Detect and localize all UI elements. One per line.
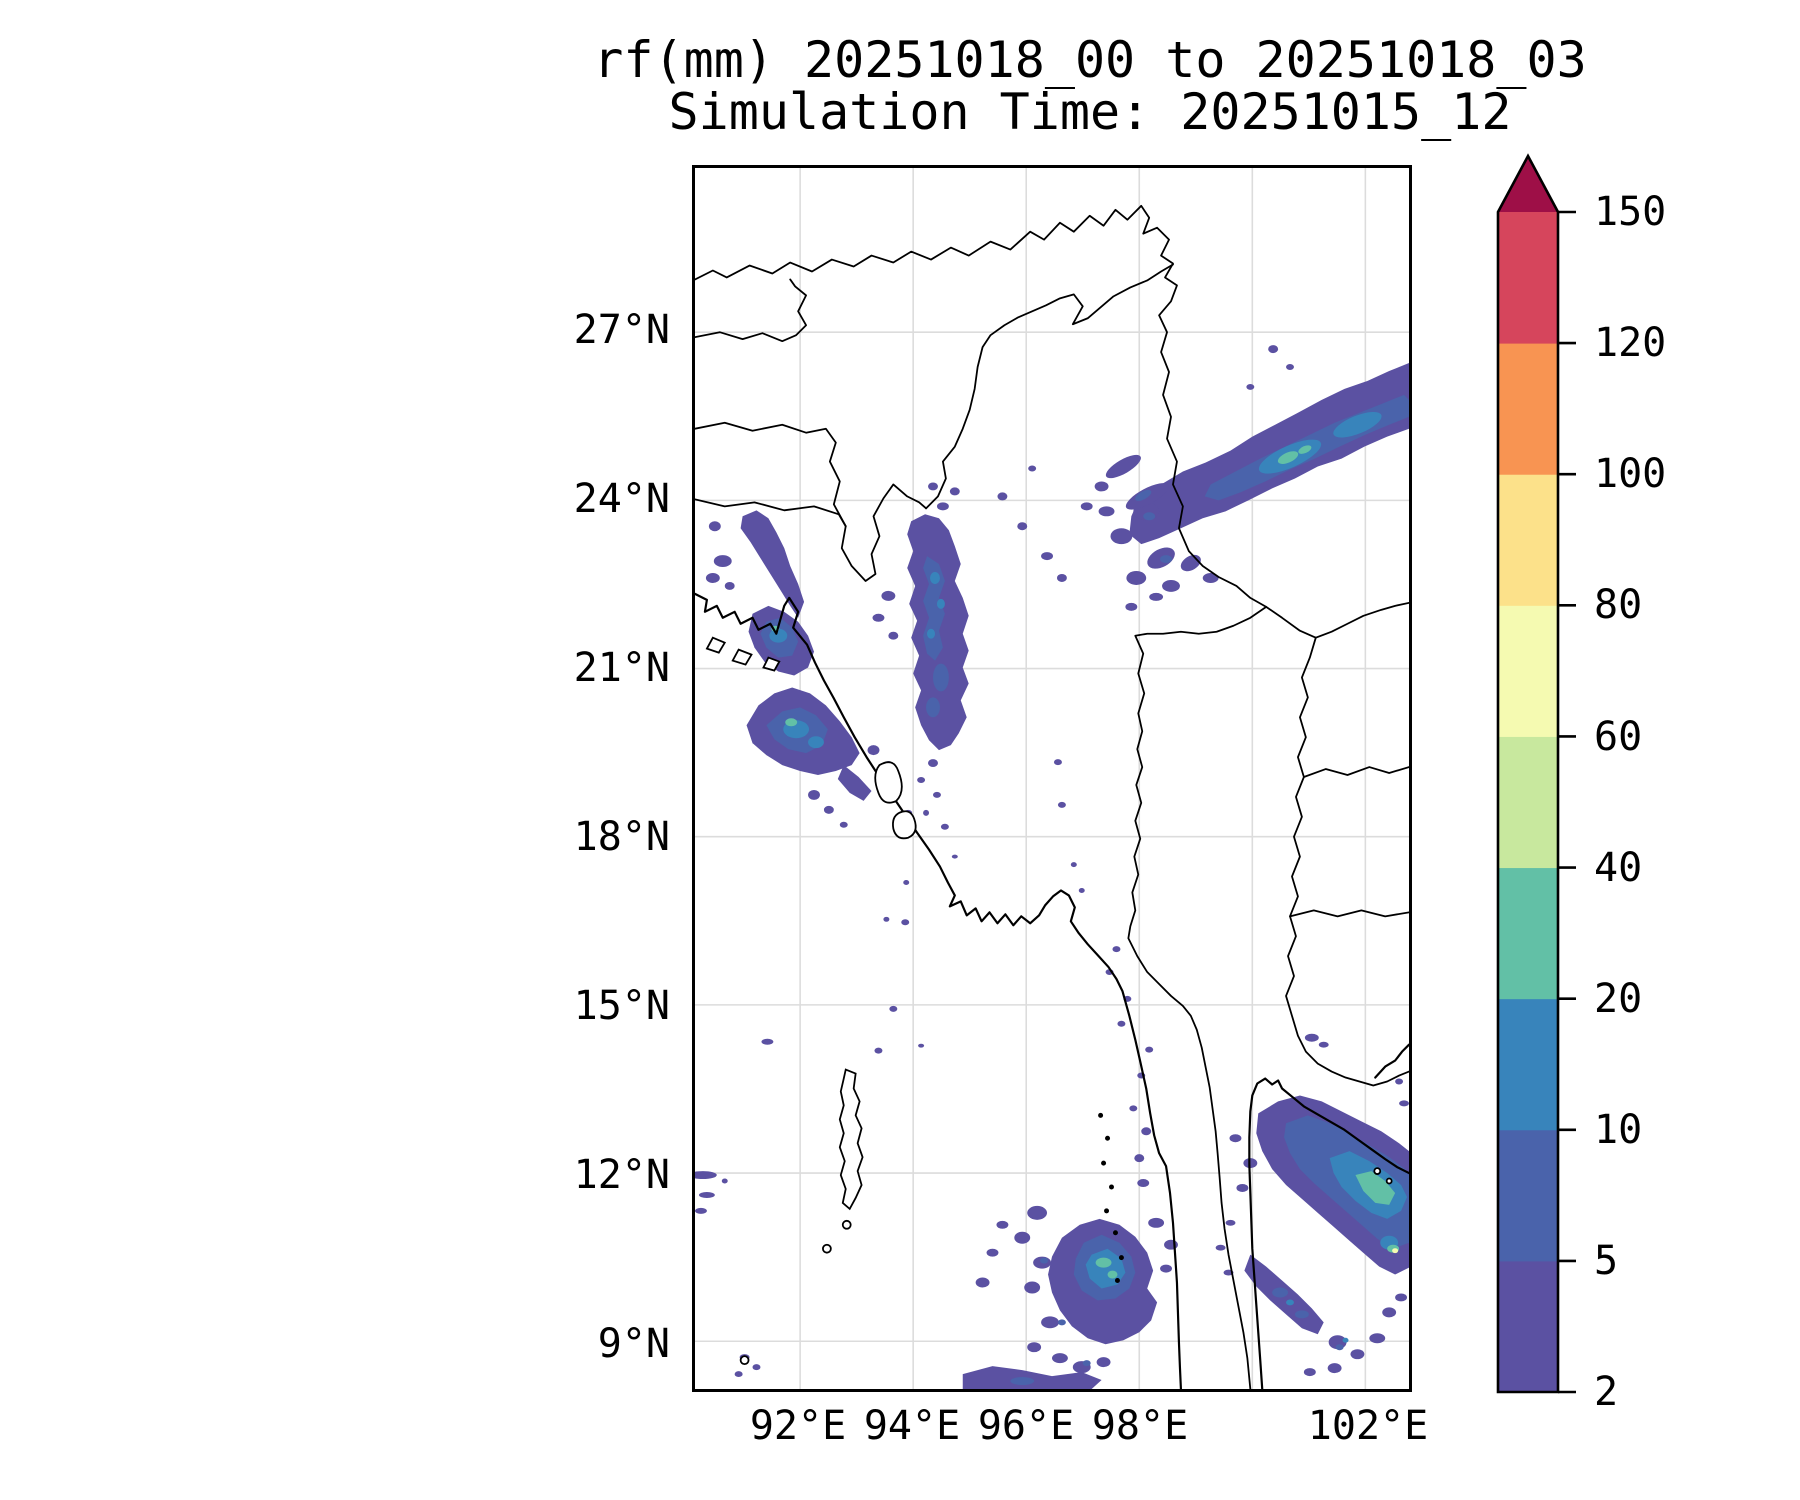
cb-label-2: 2: [1594, 1370, 1618, 1414]
ytick-24n: 24°N: [530, 477, 670, 521]
colorbar-segments: [1498, 212, 1558, 1393]
cb-label-40: 40: [1594, 846, 1642, 890]
ytick-27n: 27°N: [530, 308, 670, 352]
xtick-94e: 94°E: [864, 1404, 960, 1448]
mergui-islet: [1113, 1230, 1118, 1235]
cheduba-island: [893, 811, 916, 838]
ytick-12n: 12°N: [530, 1153, 670, 1197]
graticule-gridlines: [695, 168, 1409, 1389]
country-borders: [695, 206, 1409, 1389]
border-laos: [1286, 638, 1409, 1086]
mergui-islet: [1098, 1113, 1103, 1118]
rain-cluster-andaman-sea: [963, 946, 1178, 1389]
border-india-myanmar: [926, 265, 1173, 509]
rain-band-northeast: [997, 345, 1409, 611]
rain-cluster-gulf-se: [1216, 1034, 1409, 1376]
coast-cambodia-ne: [1375, 1045, 1409, 1078]
mergui-islet: [1104, 1208, 1109, 1213]
mergui-islet: [1115, 1278, 1120, 1283]
little-andaman: [843, 1221, 851, 1229]
xtick-102e: 102°E: [1308, 1404, 1428, 1448]
mergui-islet: [1109, 1185, 1114, 1190]
title-line-2: Simulation Time: 20251015_12: [593, 86, 1586, 138]
border-laos-vietnam: [1304, 767, 1409, 777]
ytick-21n: 21°N: [530, 646, 670, 690]
cb-label-60: 60: [1594, 715, 1642, 759]
ytick-15n: 15°N: [530, 984, 670, 1028]
xtick-92e: 92°E: [750, 1404, 846, 1448]
ko-islet: [1387, 1179, 1392, 1184]
xtick-98e: 98°E: [1092, 1404, 1188, 1448]
map-axes: [692, 165, 1412, 1392]
ytick-9n: 9°N: [530, 1322, 670, 1366]
border-laos-cambodia: [1290, 910, 1409, 916]
title-line-1: rf(mm) 20251018_00 to 20251018_03: [593, 34, 1586, 86]
delta-islet: [707, 638, 725, 653]
islet: [823, 1245, 831, 1253]
andaman-islands: [840, 1070, 863, 1209]
cb-label-100: 100: [1594, 452, 1666, 496]
delta-islet: [733, 650, 752, 665]
colorbar-tick-marks: [1558, 212, 1576, 1392]
cb-label-10: 10: [1594, 1108, 1642, 1152]
border-bangladesh-north: [695, 423, 926, 581]
islet: [741, 1356, 749, 1364]
mergui-islet: [1105, 1136, 1110, 1141]
cb-label-20: 20: [1594, 977, 1642, 1021]
ramree-island: [875, 762, 902, 803]
cb-label-120: 120: [1594, 321, 1666, 365]
rainfall-map-figure: rf(mm) 20251018_00 to 20251018_03 Simula…: [0, 0, 1800, 1500]
ytick-18n: 18°N: [530, 815, 670, 859]
map-canvas: [695, 168, 1409, 1389]
ko-chang-islet: [1374, 1168, 1380, 1174]
cb-label-150: 150: [1594, 190, 1666, 234]
cb-label-5: 5: [1594, 1239, 1618, 1283]
cb-label-80: 80: [1594, 583, 1642, 627]
figure-title: rf(mm) 20251018_00 to 20251018_03 Simula…: [593, 34, 1586, 138]
xtick-96e: 96°E: [978, 1404, 1074, 1448]
mergui-islet: [1119, 1255, 1124, 1260]
mergui-islet: [1101, 1161, 1106, 1166]
colorbar-over-arrow: [1498, 156, 1558, 212]
